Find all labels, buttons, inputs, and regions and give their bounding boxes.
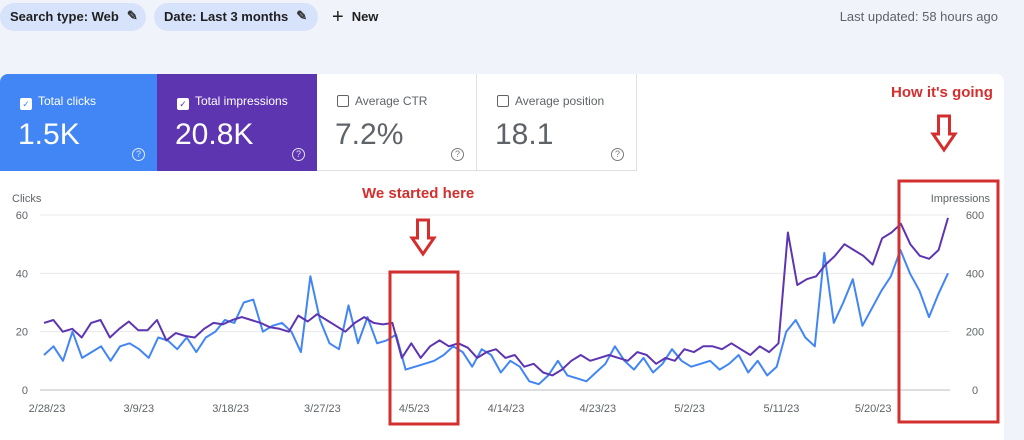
annotation-box-current: [897, 179, 1000, 424]
annotation-started-here: We started here: [362, 185, 475, 202]
last-updated-text: Last updated: 58 hours ago: [839, 9, 998, 24]
y-left-tick-label: 40: [16, 268, 28, 280]
pencil-icon: ✎: [126, 8, 138, 23]
search-type-label: Search type: Web: [10, 9, 119, 24]
metric-label-text: Total impressions: [195, 94, 288, 108]
search-type-chip[interactable]: Search type: Web ✎: [0, 3, 146, 31]
x-tick-label: 3/18/23: [212, 403, 249, 415]
x-tick-label: 4/14/23: [488, 403, 525, 415]
checkbox-checked-icon[interactable]: ✓: [20, 98, 32, 110]
impressions-series-line: [43, 217, 949, 377]
x-tick-label: 5/2/23: [674, 403, 705, 415]
metric-label-text: Total clicks: [38, 94, 97, 108]
help-icon[interactable]: ?: [132, 148, 145, 161]
y-left-axis-label: Clicks: [12, 193, 42, 205]
x-tick-label: 5/20/23: [855, 403, 892, 415]
checkbox-checked-icon[interactable]: ✓: [177, 98, 189, 110]
y-right-tick-label: 600: [966, 210, 984, 222]
x-tick-label: 5/11/23: [763, 403, 799, 415]
y-left-tick-label: 60: [16, 210, 28, 222]
down-arrow-icon: [930, 114, 958, 153]
x-tick-label: 3/27/23: [304, 403, 341, 415]
new-filter-button[interactable]: + New: [332, 3, 378, 31]
toolbar: Search type: Web ✎ Date: Last 3 months ✎ +…: [0, 0, 1024, 34]
help-icon[interactable]: ?: [451, 148, 464, 161]
x-tick-label: 4/23/23: [579, 403, 616, 415]
x-tick-label: 3/9/23: [124, 403, 155, 415]
metric-label-text: Average CTR: [355, 94, 428, 108]
help-icon[interactable]: ?: [611, 148, 624, 161]
metric-card-total-impressions[interactable]: ✓ Total impressions 20.8K ?: [157, 74, 317, 171]
annotation-how-its-going: How it's going: [891, 84, 993, 101]
help-icon[interactable]: ?: [292, 148, 305, 161]
y-left-tick-label: 0: [22, 385, 28, 397]
metric-label-text: Average position: [515, 94, 605, 108]
y-right-tick-label: 400: [966, 268, 984, 280]
x-tick-label: 2/28/23: [29, 403, 66, 415]
metric-card-average-ctr[interactable]: Average CTR 7.2% ?: [317, 74, 477, 171]
date-range-label: Date: Last 3 months: [164, 9, 289, 24]
clicks-series-line: [43, 249, 949, 386]
metric-value: 1.5K: [18, 118, 80, 151]
metric-label: Average position: [497, 94, 604, 108]
metric-card-total-clicks[interactable]: ✓ Total clicks 1.5K ?: [0, 74, 157, 171]
performance-card: ✓ Total clicks 1.5K ? ✓ Total impressions …: [0, 74, 1004, 440]
metric-value: 18.1: [495, 118, 554, 151]
y-right-axis-label: Impressions: [931, 193, 991, 205]
x-tick-label: 4/5/23: [399, 403, 430, 415]
metric-label: ✓ Total impressions: [177, 94, 288, 110]
pencil-icon: ✎: [296, 8, 308, 23]
metric-value: 7.2%: [335, 118, 404, 151]
y-right-tick-label: 0: [972, 385, 978, 397]
y-left-tick-label: 20: [16, 327, 28, 339]
down-arrow-icon: [409, 218, 437, 257]
annotation-box-start: [388, 270, 460, 426]
checkbox-unchecked-icon[interactable]: [337, 95, 349, 107]
date-range-chip[interactable]: Date: Last 3 months ✎: [154, 3, 318, 31]
metric-label: Average CTR: [337, 94, 427, 108]
checkbox-unchecked-icon[interactable]: [497, 95, 509, 107]
plus-icon: +: [332, 6, 344, 28]
y-right-tick-label: 200: [966, 327, 984, 339]
metric-label: ✓ Total clicks: [20, 94, 96, 110]
metric-value: 20.8K: [175, 118, 254, 151]
new-filter-label: New: [351, 9, 379, 24]
metric-card-average-position[interactable]: Average position 18.1 ?: [477, 74, 637, 171]
